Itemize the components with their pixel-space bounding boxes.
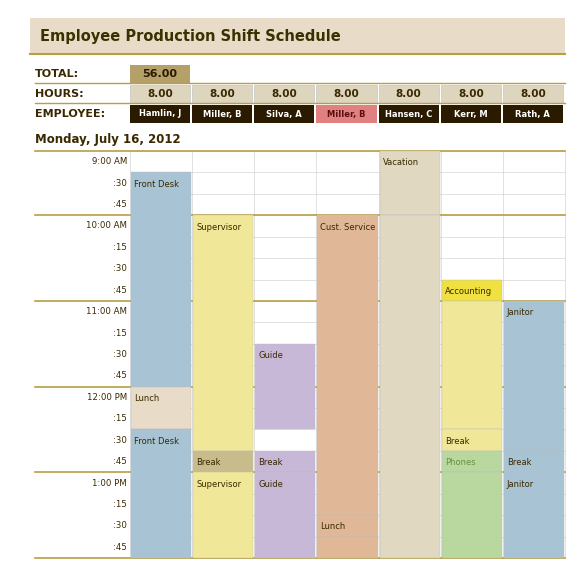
FancyBboxPatch shape <box>504 473 564 558</box>
FancyBboxPatch shape <box>442 279 502 301</box>
FancyBboxPatch shape <box>504 451 564 473</box>
FancyBboxPatch shape <box>254 85 314 103</box>
Text: TOTAL:: TOTAL: <box>35 69 79 79</box>
Text: EMPLOYEE:: EMPLOYEE: <box>35 109 105 119</box>
Text: :15: :15 <box>113 500 127 509</box>
FancyBboxPatch shape <box>255 473 315 558</box>
FancyBboxPatch shape <box>254 105 314 123</box>
Text: :30: :30 <box>113 350 127 359</box>
FancyBboxPatch shape <box>316 105 377 123</box>
Text: Miller, B: Miller, B <box>327 109 366 119</box>
Text: 56.00: 56.00 <box>143 69 178 79</box>
Text: 12:00 PM: 12:00 PM <box>87 393 127 402</box>
Text: Front Desk: Front Desk <box>134 437 179 446</box>
FancyBboxPatch shape <box>193 473 253 558</box>
Text: Silva, A: Silva, A <box>267 109 302 119</box>
Text: Rath, A: Rath, A <box>515 109 550 119</box>
Text: 8.00: 8.00 <box>147 89 173 99</box>
Text: :15: :15 <box>113 328 127 337</box>
Text: Supervisor: Supervisor <box>196 222 241 231</box>
Text: 1:00 PM: 1:00 PM <box>92 479 127 487</box>
FancyBboxPatch shape <box>442 301 502 429</box>
Text: Guide: Guide <box>259 351 283 360</box>
Text: Lunch: Lunch <box>134 394 159 403</box>
FancyBboxPatch shape <box>504 301 564 451</box>
FancyBboxPatch shape <box>380 215 440 558</box>
FancyBboxPatch shape <box>255 451 315 473</box>
Text: Cust. Service: Cust. Service <box>321 222 376 231</box>
FancyBboxPatch shape <box>503 105 563 123</box>
Text: 9:00 AM: 9:00 AM <box>92 157 127 166</box>
Text: Janitor: Janitor <box>507 308 534 317</box>
FancyBboxPatch shape <box>193 451 253 473</box>
Text: Guide: Guide <box>259 479 283 488</box>
Text: Break: Break <box>445 437 469 446</box>
FancyBboxPatch shape <box>380 151 440 215</box>
Text: :45: :45 <box>113 457 127 466</box>
Text: :30: :30 <box>113 264 127 274</box>
Text: :45: :45 <box>113 543 127 552</box>
FancyBboxPatch shape <box>131 172 191 386</box>
Text: :15: :15 <box>113 414 127 424</box>
Text: Monday, July 16, 2012: Monday, July 16, 2012 <box>35 133 181 146</box>
FancyBboxPatch shape <box>441 105 501 123</box>
Text: 8.00: 8.00 <box>458 89 484 99</box>
FancyBboxPatch shape <box>378 85 439 103</box>
Text: Break: Break <box>259 458 283 467</box>
FancyBboxPatch shape <box>441 85 501 103</box>
Text: Supervisor: Supervisor <box>196 479 241 488</box>
Text: Accounting: Accounting <box>445 287 492 296</box>
Text: 8.00: 8.00 <box>520 89 546 99</box>
FancyBboxPatch shape <box>30 18 565 54</box>
Text: Hansen, C: Hansen, C <box>385 109 432 119</box>
Text: Hamlin, J: Hamlin, J <box>139 109 181 119</box>
FancyBboxPatch shape <box>442 451 502 473</box>
FancyBboxPatch shape <box>192 105 252 123</box>
FancyBboxPatch shape <box>131 429 191 558</box>
Text: :45: :45 <box>113 372 127 380</box>
FancyBboxPatch shape <box>503 85 563 103</box>
FancyBboxPatch shape <box>442 473 502 558</box>
FancyBboxPatch shape <box>318 215 377 515</box>
FancyBboxPatch shape <box>255 344 315 429</box>
FancyBboxPatch shape <box>193 215 253 451</box>
Text: :30: :30 <box>113 522 127 530</box>
Text: 10:00 AM: 10:00 AM <box>86 222 127 230</box>
FancyBboxPatch shape <box>318 515 377 536</box>
Text: Break: Break <box>196 458 221 467</box>
FancyBboxPatch shape <box>192 85 252 103</box>
Text: Kerr, M: Kerr, M <box>454 109 488 119</box>
Text: :45: :45 <box>113 200 127 209</box>
Text: :15: :15 <box>113 243 127 252</box>
Text: 8.00: 8.00 <box>209 89 235 99</box>
Text: Employee Production Shift Schedule: Employee Production Shift Schedule <box>40 28 340 43</box>
FancyBboxPatch shape <box>442 429 502 451</box>
FancyBboxPatch shape <box>130 65 190 83</box>
Text: :30: :30 <box>113 435 127 445</box>
FancyBboxPatch shape <box>130 85 190 103</box>
Text: Phones: Phones <box>445 458 476 467</box>
Text: Vacation: Vacation <box>383 158 419 167</box>
Text: Miller, B: Miller, B <box>203 109 242 119</box>
Text: 8.00: 8.00 <box>396 89 422 99</box>
Text: :30: :30 <box>113 178 127 188</box>
Text: :45: :45 <box>113 286 127 295</box>
Text: HOURS:: HOURS: <box>35 89 84 99</box>
FancyBboxPatch shape <box>130 105 190 123</box>
Text: 8.00: 8.00 <box>333 89 359 99</box>
FancyBboxPatch shape <box>378 105 439 123</box>
FancyBboxPatch shape <box>316 85 377 103</box>
Text: Break: Break <box>507 458 531 467</box>
Text: Front Desk: Front Desk <box>134 180 179 189</box>
Text: 8.00: 8.00 <box>271 89 297 99</box>
Text: Lunch: Lunch <box>321 523 346 531</box>
Text: Janitor: Janitor <box>507 479 534 488</box>
FancyBboxPatch shape <box>131 386 191 429</box>
FancyBboxPatch shape <box>318 536 377 558</box>
Text: 11:00 AM: 11:00 AM <box>86 307 127 316</box>
